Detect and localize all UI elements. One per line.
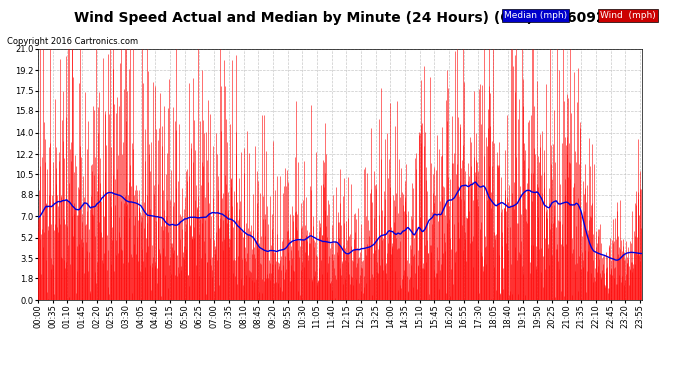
Text: Wind Speed Actual and Median by Minute (24 Hours) (Old) 20160929: Wind Speed Actual and Median by Minute (… (75, 11, 615, 25)
Text: Copyright 2016 Cartronics.com: Copyright 2016 Cartronics.com (7, 38, 138, 46)
Text: Wind  (mph): Wind (mph) (600, 11, 656, 20)
Text: Median (mph): Median (mph) (504, 11, 566, 20)
